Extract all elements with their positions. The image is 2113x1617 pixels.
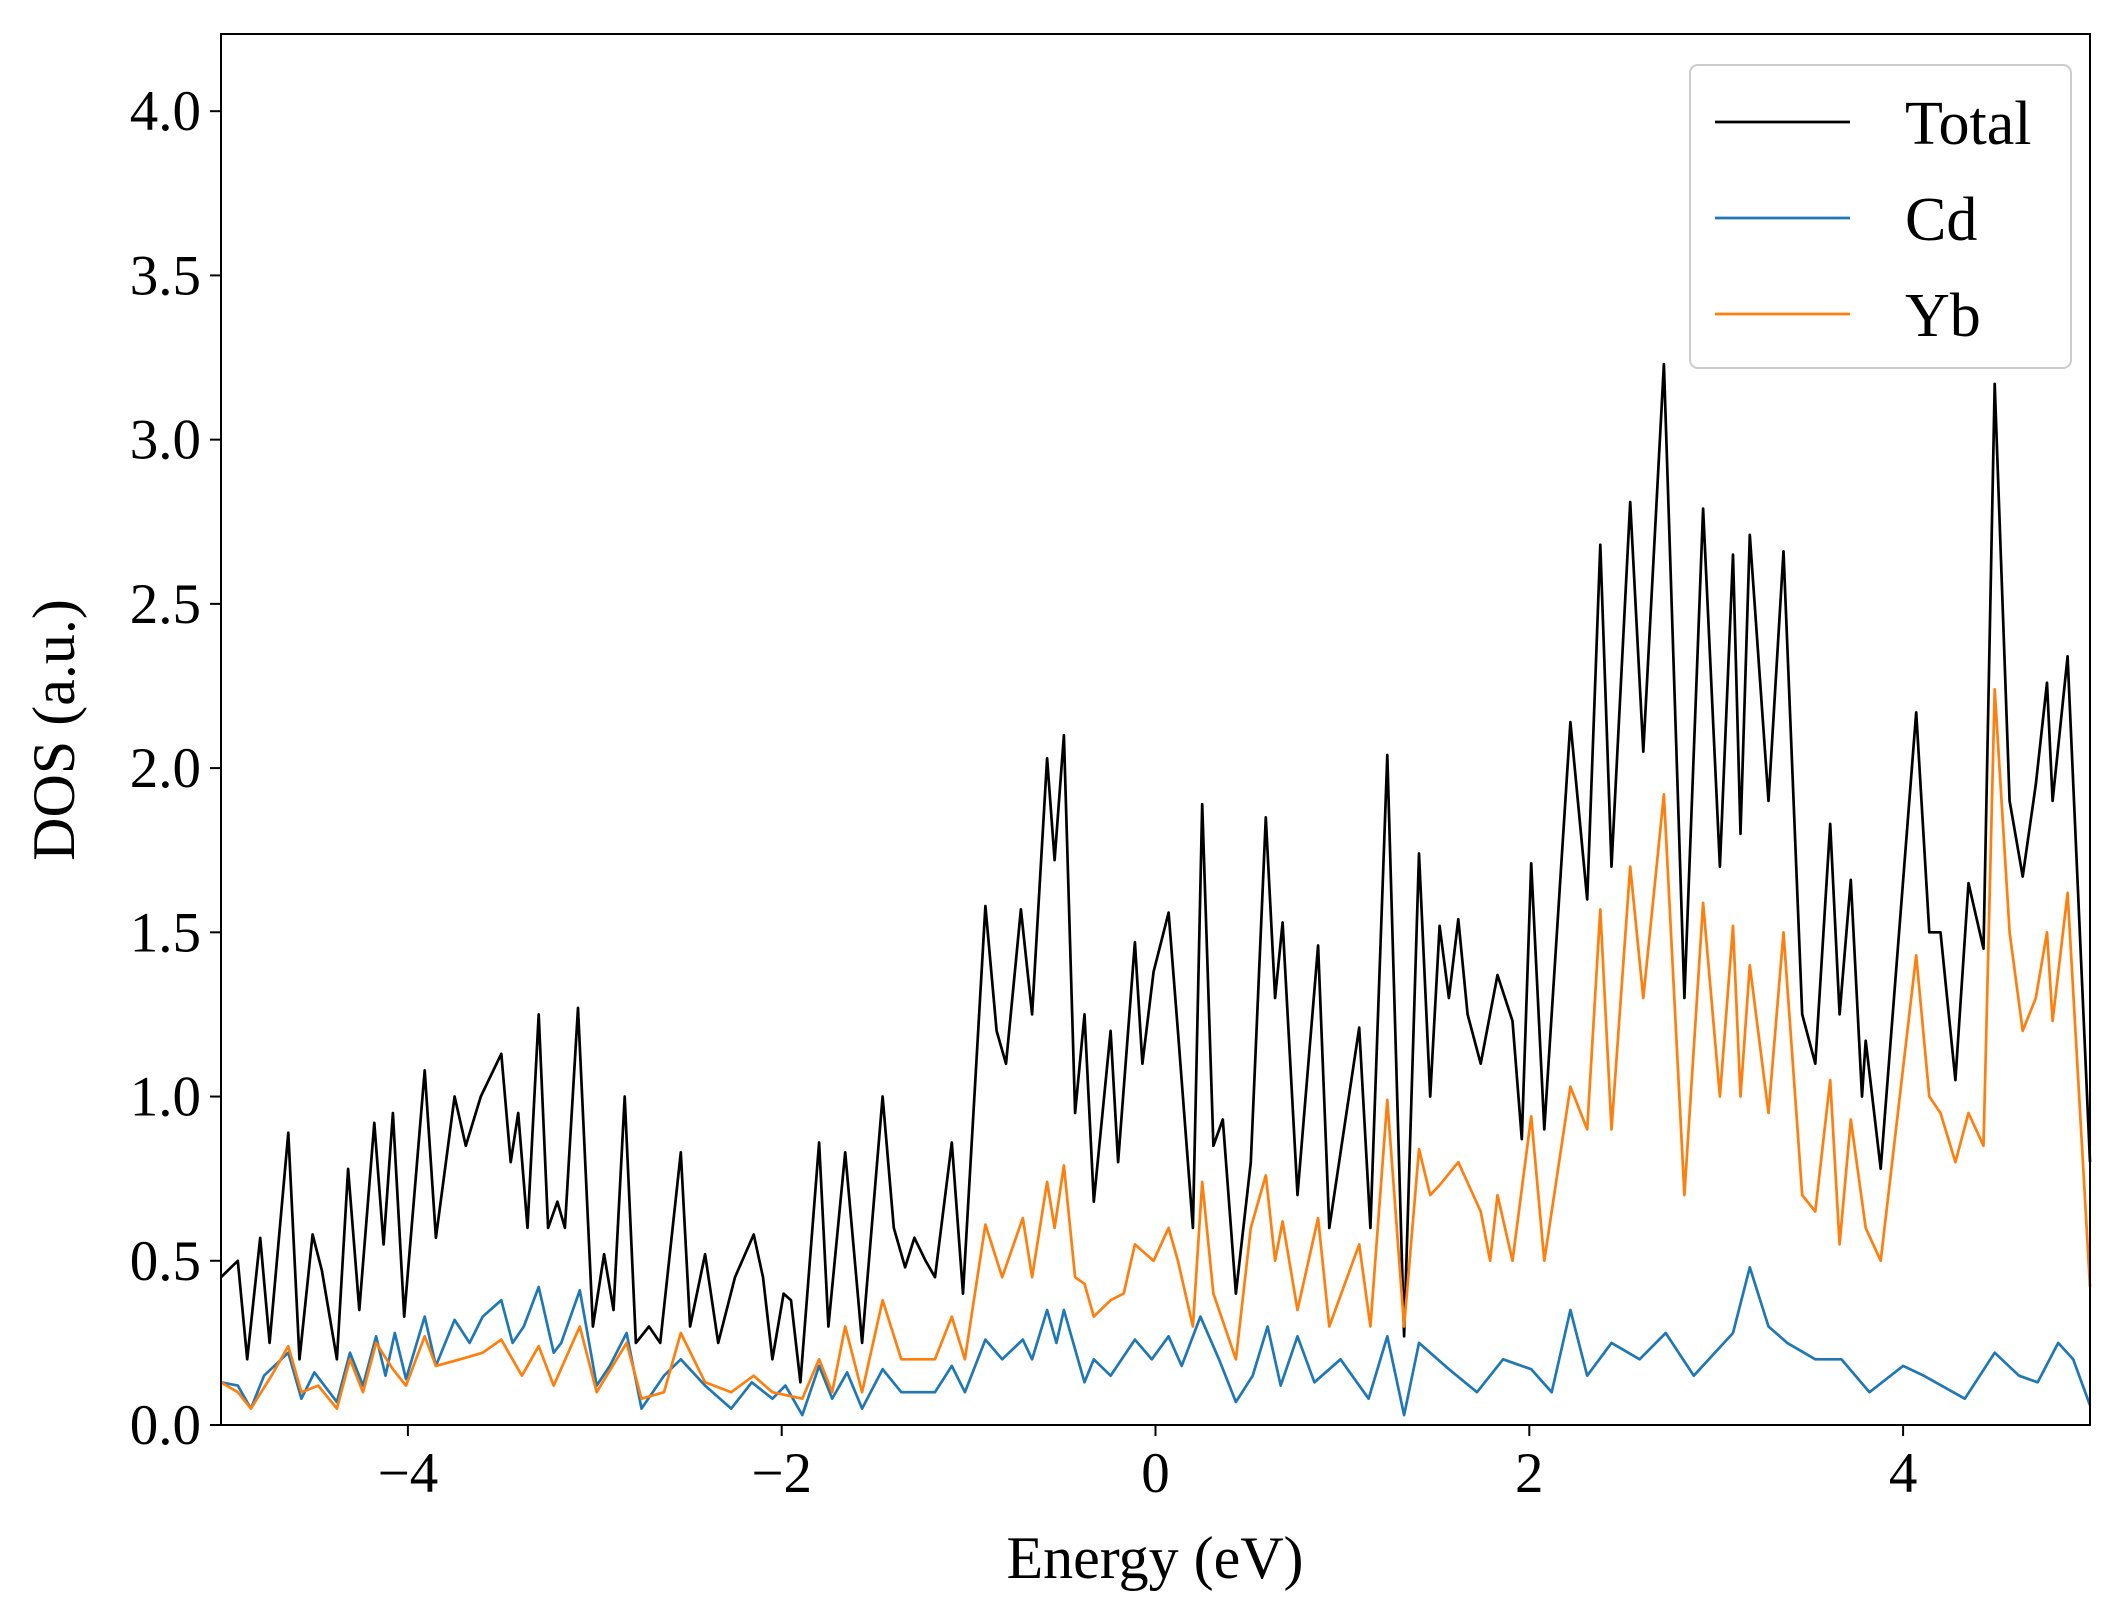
y-tick-label: 3.0 (130, 409, 201, 472)
x-tick-label: −4 (378, 1442, 439, 1505)
series-line (220, 687, 2092, 1410)
x-axis-label: Energy (eV) (1006, 1525, 1303, 1591)
y-tick-label: 1.0 (130, 1066, 201, 1129)
legend: Total Cd Yb (1689, 64, 2072, 369)
series-line (220, 362, 2092, 1384)
y-tick-label: 3.5 (130, 244, 201, 307)
x-tick-label: 0 (1141, 1442, 1170, 1505)
y-tick-label: 0.0 (130, 1394, 201, 1457)
y-tick-label: 1.5 (130, 901, 201, 964)
legend-label: Cd (1905, 186, 1977, 254)
y-tick-label: 4.0 (130, 80, 201, 143)
legend-label: Yb (1905, 282, 1981, 350)
y-tick-label: 2.5 (130, 573, 201, 636)
x-tick-label: 2 (1515, 1442, 1544, 1505)
legend-label: Total (1905, 90, 2032, 158)
series-line (220, 1265, 2092, 1417)
y-axis-label: DOS (a.u.) (21, 599, 87, 861)
plot-lines (220, 362, 2092, 1417)
y-tick-label: 2.0 (130, 737, 201, 800)
y-tick-label: 0.5 (130, 1230, 201, 1293)
x-tick-label: −2 (751, 1442, 812, 1505)
legend-box (1689, 64, 2072, 369)
x-tick-label: 4 (1889, 1442, 1918, 1505)
